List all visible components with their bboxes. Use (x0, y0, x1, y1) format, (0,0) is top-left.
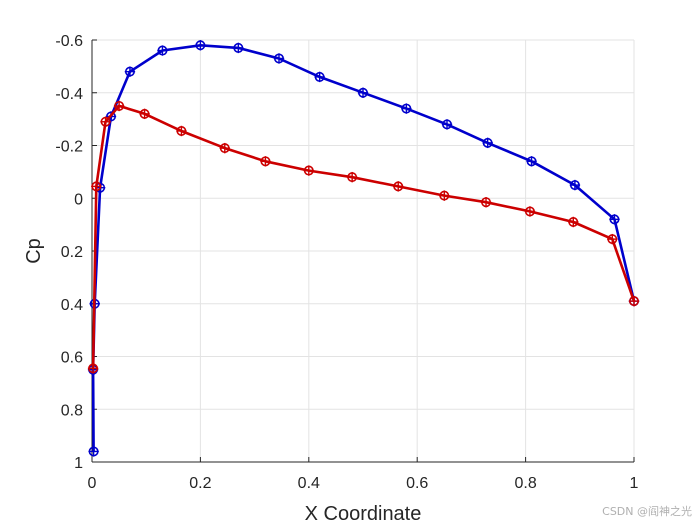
data-point (314, 71, 325, 83)
x-tick-label: 0.4 (298, 475, 320, 492)
grid (91, 39, 635, 463)
y-tick-label: 0 (74, 191, 83, 208)
x-tick-label: 0 (88, 475, 97, 492)
data-point (441, 119, 453, 130)
data-point (628, 295, 640, 307)
y-tick-label: 0.6 (61, 350, 83, 367)
data-point (233, 42, 244, 54)
data-point (524, 206, 536, 217)
series-layer (87, 40, 640, 457)
data-point (357, 87, 369, 98)
axes: 0 0.2 0.4 0.6 0.8 1 -0.6 -0.4 -0.2 0 0.2 0.4 0.6 0.8 1 (55, 33, 638, 492)
data-point (303, 165, 314, 176)
y-tick-label: 0.4 (61, 297, 83, 314)
data-point (176, 125, 187, 137)
data-point (88, 446, 99, 457)
watermark: CSDN @阎神之光 (602, 505, 692, 518)
data-point (480, 197, 492, 208)
y-axis-title: Cp (23, 238, 45, 264)
data-point (346, 171, 358, 183)
x-tick-label: 0.8 (514, 475, 536, 492)
data-point (273, 53, 285, 64)
series-2 (87, 100, 640, 374)
data-point (124, 66, 136, 77)
data-point (568, 216, 579, 228)
data-point (526, 156, 537, 167)
data-point (113, 100, 125, 112)
x-tick-label: 0.6 (406, 475, 428, 492)
data-point (482, 137, 493, 149)
data-point (439, 190, 450, 201)
data-point (607, 233, 618, 245)
y-tick-label: 0.2 (61, 244, 83, 261)
data-point (195, 40, 206, 51)
y-tick-label: -0.2 (55, 139, 83, 156)
data-point (219, 142, 230, 154)
data-point (393, 181, 404, 192)
x-axis-title: X Coordinate (305, 503, 422, 525)
data-point (401, 103, 412, 114)
data-point (87, 363, 99, 374)
y-tick-label: -0.4 (55, 86, 83, 103)
data-point (100, 116, 111, 127)
data-point (569, 179, 581, 191)
x-tick-label: 1 (630, 475, 639, 492)
x-tick-label: 0.2 (189, 475, 211, 492)
data-point (91, 181, 102, 192)
y-tick-label: 0.8 (61, 402, 83, 419)
y-tick-label: -0.6 (55, 33, 83, 50)
data-point (609, 214, 620, 225)
data-point (260, 156, 271, 167)
y-tick-label: 1 (74, 455, 83, 472)
data-point (139, 108, 150, 120)
data-point (157, 45, 168, 56)
